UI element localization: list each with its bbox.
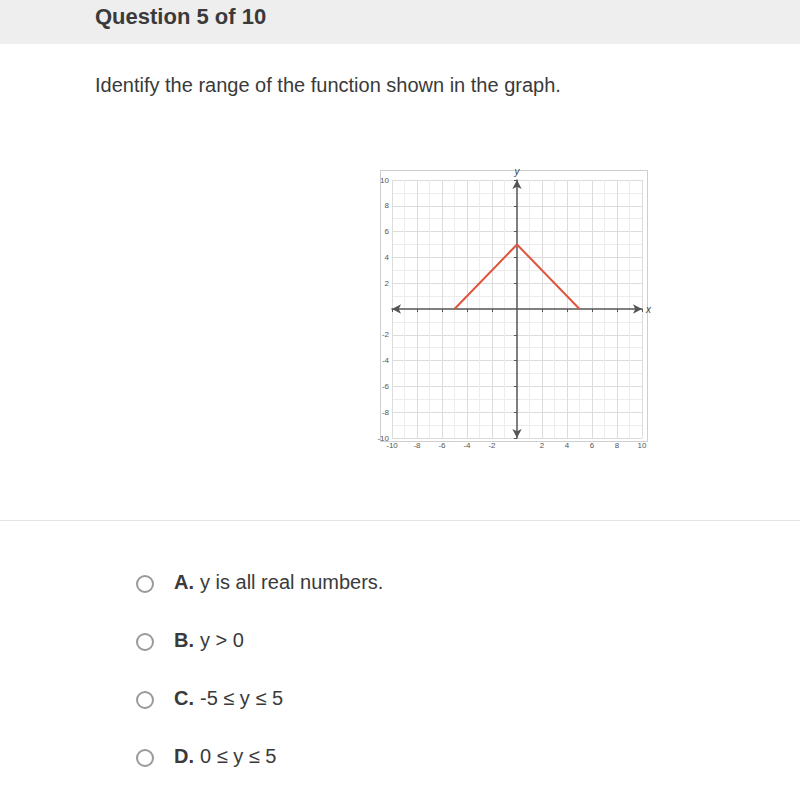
svg-text:8: 8 xyxy=(615,441,620,450)
svg-text:6: 6 xyxy=(385,227,390,236)
svg-text:4: 4 xyxy=(565,441,570,450)
svg-text:2: 2 xyxy=(385,279,390,288)
svg-text:-6: -6 xyxy=(382,382,390,391)
svg-text:10: 10 xyxy=(380,176,389,185)
svg-text:6: 6 xyxy=(590,441,595,450)
svg-text:-2: -2 xyxy=(488,441,496,450)
svg-text:y: y xyxy=(514,166,521,177)
svg-text:10: 10 xyxy=(638,441,647,450)
svg-text:4: 4 xyxy=(385,253,390,262)
svg-text:x: x xyxy=(645,304,652,315)
html-text:A. y is all real numbers.: A. y is all real numbers. xyxy=(174,571,384,593)
html-text:C. -5 ≤ y ≤ 5: C. -5 ≤ y ≤ 5 xyxy=(174,687,284,709)
html-text:Identify the range of the func: Identify the range of the function shown… xyxy=(95,74,561,96)
html-text:Question 5 of 10: Question 5 of 10 xyxy=(95,4,267,29)
html-text:D. 0 ≤ y ≤ 5: D. 0 ≤ y ≤ 5 xyxy=(174,745,277,767)
svg-text:-4: -4 xyxy=(463,441,471,450)
svg-text:-10: -10 xyxy=(377,433,389,443)
svg-text:-4: -4 xyxy=(382,356,390,365)
svg-text:8: 8 xyxy=(385,201,390,210)
svg-text:-2: -2 xyxy=(382,330,390,339)
svg-text:-8: -8 xyxy=(413,441,421,450)
svg-text:-6: -6 xyxy=(438,441,446,450)
svg-text:2: 2 xyxy=(540,441,545,450)
svg-text:-8: -8 xyxy=(382,408,390,417)
html-text:B. y > 0: B. y > 0 xyxy=(174,629,244,651)
svg-text:-10: -10 xyxy=(386,441,398,450)
